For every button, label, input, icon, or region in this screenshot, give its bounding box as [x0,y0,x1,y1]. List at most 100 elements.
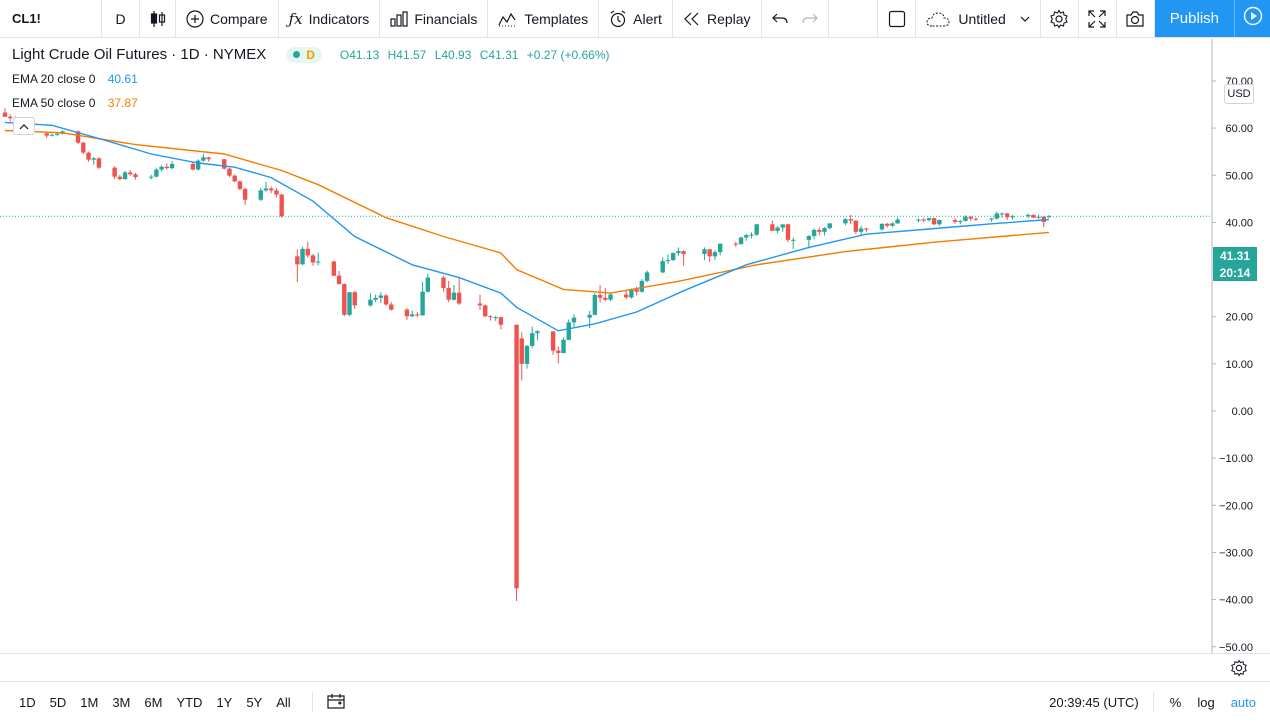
axis-settings-button[interactable] [1230,659,1248,682]
candle [242,187,248,205]
chart-style-button[interactable] [140,0,176,37]
log-scale-toggle[interactable]: log [1197,694,1215,710]
range-1y[interactable]: 1Y [216,694,233,710]
candle-body [644,272,650,281]
financials-button[interactable]: Financials [380,0,489,37]
goto-date-button[interactable] [311,692,345,712]
legend-collapse-button[interactable] [13,117,35,135]
candle-body [331,261,337,276]
candle-body [989,218,994,220]
candle [415,311,420,318]
range-5d[interactable]: 5D [49,694,67,710]
candle-body [222,159,227,169]
range-6m[interactable]: 6M [144,694,163,710]
candle-body [133,174,138,178]
candle-body [670,253,676,261]
range-5y[interactable]: 5Y [246,694,263,710]
series-legend[interactable]: Light Crude Oil Futures · 1D · NYMEX D O… [12,46,615,63]
range-1d[interactable]: 1D [19,694,36,710]
candle [848,214,853,225]
indicator-ema50[interactable]: EMA 50 close 0 37.87 [12,96,138,110]
layout-menu-button[interactable]: Untitled [916,0,1041,37]
interval-button[interactable]: D [102,0,140,37]
market-status-badge[interactable]: D [286,46,322,63]
range-all[interactable]: All [276,694,291,710]
candle [754,223,759,237]
candle-body [524,345,530,364]
indicators-button[interactable]: ƒx Indicators [279,0,381,37]
candle [81,141,86,155]
candle [477,294,483,311]
snapshot-button[interactable] [1117,0,1155,37]
candle-body [702,249,707,254]
range-ytd[interactable]: YTD [176,694,203,710]
y-tick-label: 20.00 [1225,312,1253,324]
candles-icon [150,10,166,28]
candle [91,156,96,165]
currency-button[interactable]: USD [1224,84,1254,104]
indicator-ema20[interactable]: EMA 20 close 0 40.61 [12,72,138,86]
candle [1046,214,1052,219]
candle-body [342,284,347,315]
fullscreen-button[interactable] [1079,0,1117,37]
candle-body [112,167,117,177]
chart-canvas[interactable]: 70.0060.0050.0040.0030.0020.0010.000.00−… [0,39,1270,654]
range-1m[interactable]: 1M [80,694,99,710]
y-tick-label: 10.00 [1225,359,1253,371]
candle-body [201,157,206,161]
low-value: L40.93 [434,47,472,62]
settings-button[interactable] [1041,0,1079,37]
last-price-label: 41.31 [1219,248,1251,263]
undo-icon[interactable] [771,13,788,25]
candle [660,257,665,274]
auto-scale-toggle[interactable]: auto [1230,694,1256,710]
high-value: H41.57 [387,47,427,62]
date-range-buttons: 1D 5D 1M 3M 6M YTD 1Y 5Y All [0,695,298,710]
replay-button[interactable]: Replay [673,0,762,37]
candle-body [477,303,483,306]
change-value: +0.27 (+0.66%) [526,47,610,62]
y-tick-label: 0.00 [1232,406,1253,418]
candle-body [389,304,394,310]
candle [639,278,645,293]
utc-clock[interactable]: 20:39:45 (UTC) [1035,692,1154,712]
candle-body [227,168,232,176]
candle-body [603,297,608,300]
candle [681,250,686,266]
candle-body [566,322,571,340]
chart-pane[interactable]: 70.0060.0050.0040.0030.0020.0010.000.00−… [0,39,1270,654]
candle-body [263,188,269,191]
alert-button[interactable]: Alert [599,0,673,37]
cloud-icon [926,11,950,27]
candle [916,218,921,223]
candle [811,228,817,240]
candle-body [336,275,342,285]
candle [738,236,744,245]
fullscreen-layout-button[interactable] [878,0,917,37]
candle [1010,214,1015,220]
range-3m[interactable]: 3M [112,694,131,710]
candle [300,246,305,266]
percent-scale-toggle[interactable]: % [1169,694,1182,710]
publish-button[interactable]: Publish [1154,0,1234,37]
candle [963,215,968,222]
bottom-toolbar: 1D 5D 1M 3M 6M YTD 1Y 5Y All 20:39:45 (U… [0,681,1270,722]
candle [524,344,530,369]
candle-body [1010,216,1015,218]
compare-button[interactable]: Compare [176,0,279,37]
templates-button[interactable]: Templates [488,0,600,37]
candle-body [316,261,321,263]
candle [190,162,196,171]
candle-body [310,255,316,263]
candle [112,166,117,180]
candle-body [999,213,1005,215]
symbol-search[interactable]: CL1! [0,0,102,37]
chevron-down-icon [1020,16,1030,22]
candle-body [665,260,671,262]
candle [420,281,425,316]
redo-icon[interactable] [801,13,818,25]
candle-body [488,316,493,318]
publish-menu-button[interactable] [1234,0,1270,37]
candle [96,157,102,170]
y-tick-label: −40.00 [1219,595,1253,607]
